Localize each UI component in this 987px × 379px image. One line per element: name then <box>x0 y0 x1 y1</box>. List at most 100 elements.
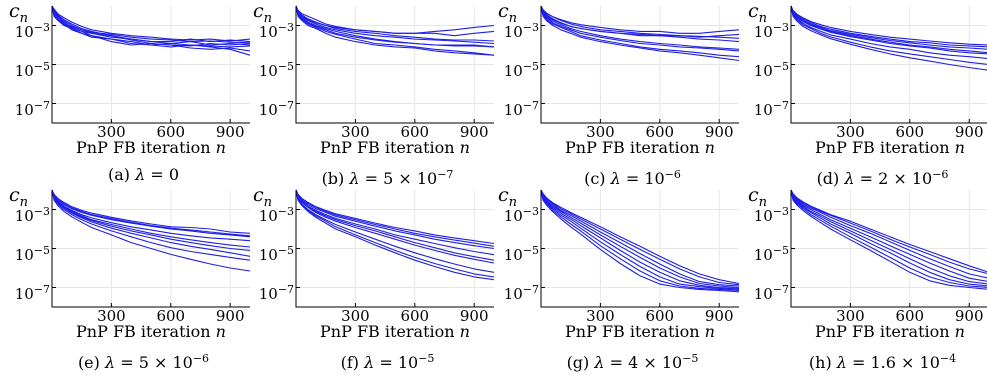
series-line-5 <box>790 5 987 48</box>
y-tick-label: 10−3 <box>14 20 50 41</box>
subfigure-caption: (g) λ = 4 × 10−5 <box>566 352 699 372</box>
axis-frame <box>51 190 250 308</box>
series-line-2 <box>295 189 495 256</box>
series-line-4 <box>51 189 251 261</box>
x-tick-label: 900 <box>704 123 734 141</box>
x-tick-label: 300 <box>97 307 126 325</box>
series-line-0 <box>295 5 495 34</box>
y-tick-label: 10−5 <box>503 59 539 80</box>
y-axis-label: cn <box>498 184 518 210</box>
series-line-1 <box>790 189 987 279</box>
y-axis-label: cn <box>9 184 29 210</box>
x-tick-label: 300 <box>586 123 615 141</box>
series-line-6 <box>790 189 987 290</box>
y-tick-label: 10−5 <box>753 243 789 264</box>
subfigure-caption: (e) λ = 5 × 10−6 <box>77 352 210 372</box>
y-tick-label: 10−3 <box>14 204 50 225</box>
x-tick-label: 600 <box>400 307 430 325</box>
x-tick-label: 600 <box>645 307 675 325</box>
series-line-1 <box>295 5 495 37</box>
series-line-3 <box>540 5 740 58</box>
x-tick-label: 300 <box>586 307 615 325</box>
x-axis-label: PnP FB iteration n <box>76 138 226 157</box>
series-line-7 <box>540 5 740 39</box>
series-line-4 <box>540 189 740 290</box>
series-line-5 <box>51 189 251 272</box>
x-axis-label: PnP FB iteration n <box>565 138 715 157</box>
series-line-1 <box>540 5 740 38</box>
axis-frame <box>295 190 494 308</box>
series-line-8 <box>51 189 251 257</box>
series-line-7 <box>295 189 495 261</box>
series-line-4 <box>790 5 987 65</box>
series-line-0 <box>540 5 740 34</box>
subfigure-caption: (b) λ = 5 × 10−7 <box>321 168 454 188</box>
series-line-7 <box>790 189 987 273</box>
series-line-3 <box>790 189 987 285</box>
series-line-6 <box>540 5 740 52</box>
axis-frame <box>295 6 494 124</box>
y-tick-label: 10−3 <box>503 204 539 225</box>
series-line-7 <box>51 5 251 44</box>
y-tick-label: 10−7 <box>753 282 789 303</box>
x-tick-label: 300 <box>836 123 865 141</box>
x-tick-label: 600 <box>895 307 925 325</box>
y-tick-label: 10−5 <box>258 243 294 264</box>
series-line-5 <box>790 189 987 288</box>
x-tick-label: 600 <box>895 123 925 141</box>
series-line-6 <box>51 5 251 52</box>
series-line-3 <box>51 5 251 48</box>
x-tick-label: 300 <box>97 123 126 141</box>
x-axis-label: PnP FB iteration n <box>320 322 470 341</box>
series-line-0 <box>51 5 251 56</box>
series-line-3 <box>295 189 495 264</box>
y-axis-label: cn <box>9 0 29 26</box>
x-tick-label: 900 <box>459 123 489 141</box>
x-tick-label: 900 <box>704 307 734 325</box>
series-line-2 <box>51 5 251 43</box>
series-line-4 <box>295 5 495 45</box>
series-line-4 <box>51 5 251 42</box>
subfigure-caption: (a) λ = 0 <box>107 165 179 184</box>
series-line-6 <box>295 189 495 247</box>
x-tick-label: 300 <box>341 307 370 325</box>
series-line-1 <box>51 5 251 47</box>
series-line-3 <box>51 189 251 251</box>
x-tick-label: 900 <box>954 307 984 325</box>
series-line-0 <box>790 5 987 46</box>
subfigure-caption: (d) λ = 2 × 10−6 <box>816 168 949 188</box>
series-line-1 <box>790 5 987 50</box>
series-line-5 <box>51 5 251 46</box>
series-line-2 <box>790 5 987 55</box>
y-tick-label: 10−3 <box>753 204 789 225</box>
y-axis-label: cn <box>498 0 518 26</box>
y-tick-label: 10−7 <box>258 98 294 119</box>
x-tick-label: 600 <box>156 123 186 141</box>
axis-frame <box>790 6 987 124</box>
x-axis-label: PnP FB iteration n <box>815 322 965 341</box>
series-line-0 <box>51 189 251 234</box>
series-line-3 <box>540 189 740 289</box>
series-line-5 <box>540 5 740 43</box>
y-tick-label: 10−3 <box>503 20 539 41</box>
y-tick-label: 10−7 <box>14 98 50 119</box>
y-tick-label: 10−3 <box>258 20 294 41</box>
series-line-8 <box>295 189 495 278</box>
y-tick-label: 10−7 <box>503 282 539 303</box>
x-tick-label: 600 <box>645 123 675 141</box>
x-tick-label: 300 <box>836 307 865 325</box>
x-tick-label: 600 <box>156 307 186 325</box>
series-line-6 <box>540 189 740 293</box>
series-line-6 <box>51 189 251 237</box>
y-tick-label: 10−5 <box>258 59 294 80</box>
series-line-6 <box>295 5 495 42</box>
series-line-4 <box>540 5 740 62</box>
series-line-2 <box>540 5 740 50</box>
series-line-5 <box>295 5 495 56</box>
subfigure-caption: (h) λ = 1.6 × 10−4 <box>808 352 957 372</box>
y-tick-label: 10−3 <box>753 20 789 41</box>
x-tick-label: 300 <box>341 123 370 141</box>
series-line-5 <box>295 189 495 281</box>
series-line-1 <box>295 189 495 250</box>
